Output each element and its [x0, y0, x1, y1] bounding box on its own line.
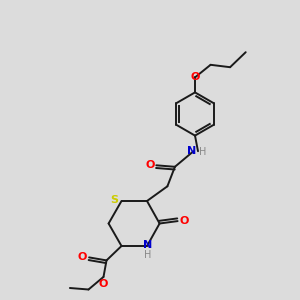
Text: S: S — [110, 195, 118, 205]
Text: H: H — [199, 147, 206, 157]
Text: O: O — [78, 252, 87, 262]
Text: O: O — [99, 279, 108, 289]
Text: O: O — [190, 72, 200, 82]
Text: N: N — [143, 240, 152, 250]
Text: O: O — [179, 216, 189, 226]
Text: N: N — [188, 146, 196, 156]
Text: H: H — [144, 250, 152, 260]
Text: O: O — [145, 160, 154, 170]
